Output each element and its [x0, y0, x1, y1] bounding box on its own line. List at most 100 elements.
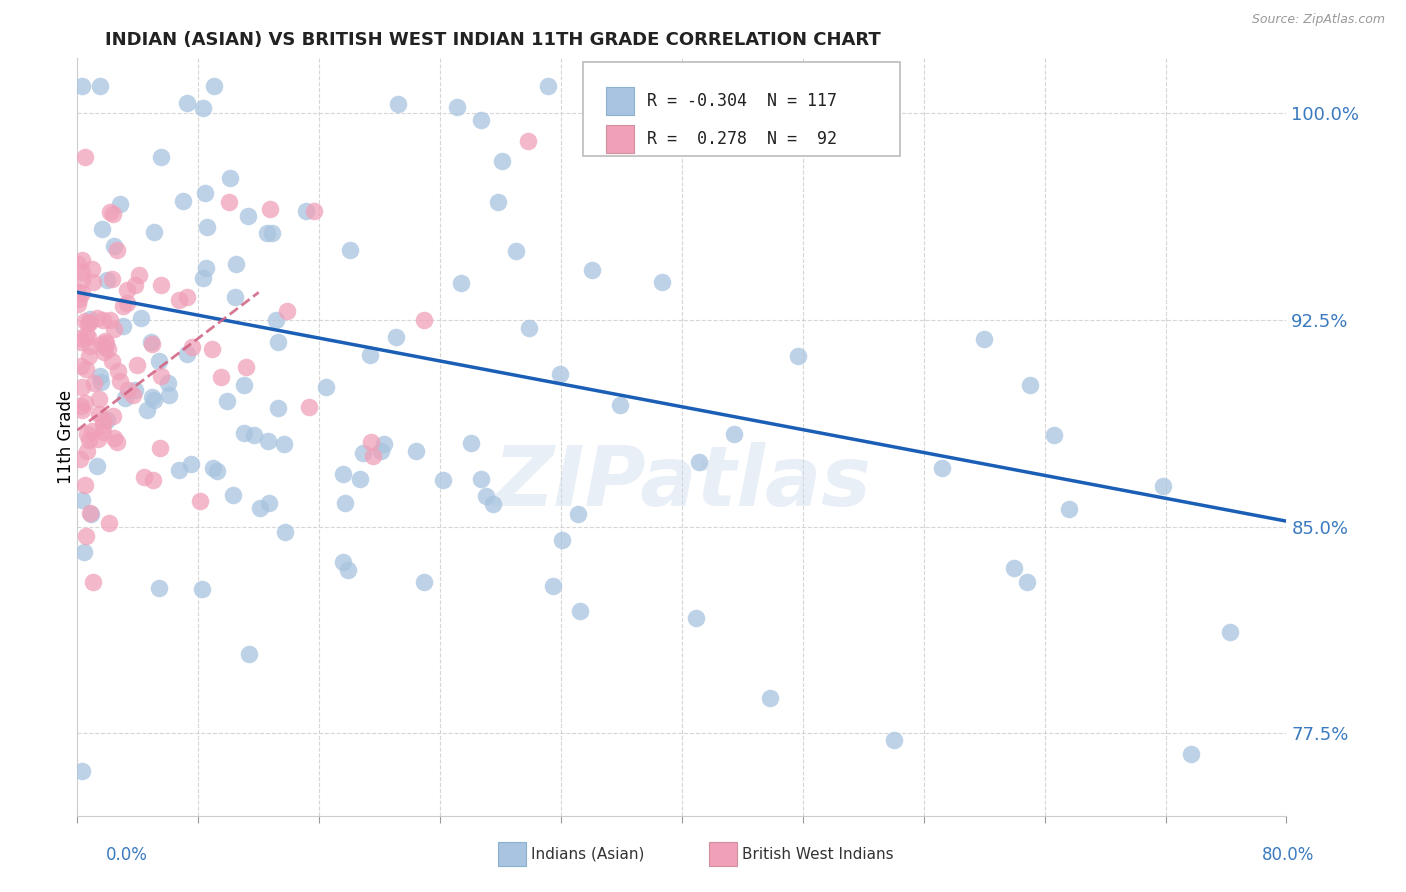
Point — [267, 335, 290, 350]
Point — [150, 277, 173, 292]
Point — [361, 450, 384, 464]
Point — [446, 100, 468, 114]
Point — [70, 78, 93, 93]
Point — [80, 424, 103, 438]
Point — [128, 268, 150, 282]
Point — [315, 380, 337, 394]
Point — [93, 345, 115, 359]
Point — [101, 354, 124, 368]
Point — [786, 350, 808, 364]
Point — [276, 304, 298, 318]
Point — [67, 293, 90, 307]
Point — [70, 402, 93, 417]
Point — [101, 409, 124, 423]
Point — [121, 388, 143, 402]
Point — [1015, 575, 1038, 590]
Point — [332, 467, 354, 481]
Point — [243, 428, 266, 442]
Point — [79, 433, 101, 447]
Point — [548, 368, 571, 382]
Point — [86, 458, 108, 473]
Point — [70, 265, 93, 279]
Point — [537, 78, 560, 93]
Text: 80.0%: 80.0% — [1263, 846, 1315, 863]
Point — [96, 335, 118, 350]
Point — [103, 322, 125, 336]
Point — [124, 278, 146, 293]
Point — [333, 496, 356, 510]
Point — [405, 443, 427, 458]
Text: 0.0%: 0.0% — [105, 846, 148, 863]
Point — [609, 398, 631, 412]
Point — [169, 293, 191, 307]
Point — [517, 134, 540, 148]
Point — [651, 275, 673, 289]
Point — [69, 359, 91, 374]
Point — [87, 432, 110, 446]
Point — [474, 489, 496, 503]
Point — [460, 436, 482, 450]
Point — [101, 272, 124, 286]
Point — [96, 413, 118, 427]
Point — [148, 354, 170, 368]
Point — [91, 336, 114, 351]
Point — [194, 261, 217, 276]
Point — [259, 202, 281, 216]
Point — [105, 243, 128, 257]
Point — [450, 276, 472, 290]
Point — [224, 290, 246, 304]
Point — [218, 195, 240, 210]
Point — [142, 225, 165, 239]
Point — [486, 194, 509, 209]
Point — [75, 328, 97, 343]
Point — [112, 319, 135, 334]
Text: INDIAN (ASIAN) VS BRITISH WEST INDIAN 11TH GRADE CORRELATION CHART: INDIAN (ASIAN) VS BRITISH WEST INDIAN 11… — [105, 31, 882, 49]
Point — [481, 497, 503, 511]
Point — [352, 446, 374, 460]
Point — [569, 604, 592, 618]
Point — [70, 492, 93, 507]
Point — [87, 392, 110, 407]
Point — [150, 150, 173, 164]
Point — [205, 464, 228, 478]
Point — [80, 508, 103, 522]
Point — [201, 460, 224, 475]
Point — [360, 434, 382, 449]
Point — [232, 425, 254, 440]
Point — [70, 335, 93, 350]
Point — [149, 442, 172, 456]
Point — [73, 544, 96, 558]
Point — [1180, 747, 1202, 761]
Point — [413, 313, 436, 327]
Point — [91, 425, 114, 439]
Point — [1002, 561, 1025, 575]
Text: Source: ZipAtlas.com: Source: ZipAtlas.com — [1251, 13, 1385, 27]
Point — [125, 359, 148, 373]
Point — [370, 443, 392, 458]
Point — [79, 316, 101, 330]
Point — [1219, 625, 1241, 640]
Point — [202, 78, 225, 93]
Point — [1019, 377, 1042, 392]
Point — [110, 374, 132, 388]
Point — [89, 368, 111, 383]
Point — [117, 383, 139, 397]
Point — [100, 313, 122, 327]
Point — [114, 392, 136, 406]
Point — [176, 95, 198, 110]
Point — [141, 391, 163, 405]
Point — [373, 437, 395, 451]
Point — [76, 529, 98, 543]
Point — [76, 443, 98, 458]
Y-axis label: 11th Grade: 11th Grade — [58, 390, 75, 484]
Point — [973, 332, 995, 346]
Point — [70, 764, 93, 778]
Point — [176, 346, 198, 360]
Point — [219, 170, 242, 185]
Point — [413, 574, 436, 589]
Point — [201, 343, 224, 357]
Point — [142, 393, 165, 408]
Point — [1043, 428, 1066, 442]
Point — [432, 473, 454, 487]
Point — [132, 470, 155, 484]
